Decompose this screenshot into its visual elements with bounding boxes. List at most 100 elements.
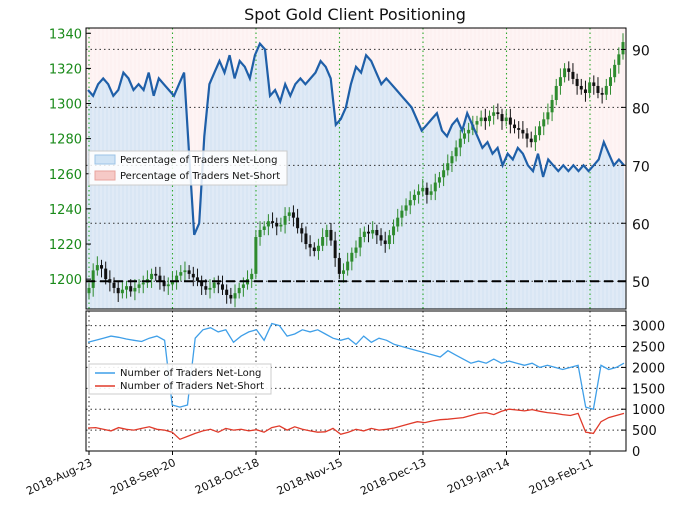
candle-body [262,226,266,230]
candle-body [296,217,300,229]
candle-body [525,133,529,139]
net-long-percent-line [87,41,625,236]
candle-body [350,252,354,262]
candle-body [504,117,508,122]
candle-body [308,244,312,248]
left-tick-label: 1340 [49,27,82,42]
candle-body [304,233,308,245]
right-axis-ticks-lower: 0 500 1000 1500 2000 2500 3000 [621,320,665,460]
legend-upper: Percentage of Traders Net-Long Percentag… [88,150,288,186]
candle-body [108,279,112,283]
candle-body [208,287,212,290]
x-axis-ticks: 2018-Aug-23 2018-Sep-20 2018-Oct-18 2018-No… [24,451,595,498]
candle-body [538,126,542,136]
candle-body [400,210,404,218]
candle-body [513,124,517,129]
candle-body [87,287,91,294]
candle-body [571,71,575,79]
net-long-shading [86,43,626,309]
candle-body [358,236,362,248]
candle-body [600,92,604,95]
candle-body [521,129,525,134]
candle-body [479,117,483,122]
candle-body [191,273,195,278]
candle-body [404,205,408,211]
legend-swatch-net-short [94,170,116,181]
candle-body [608,77,612,86]
candle-body [446,163,450,171]
x-tick-label: 2019-Jan-14 [445,456,512,496]
candle-body [204,286,208,290]
candle-body [187,270,191,274]
left-tick-label: 1220 [49,238,82,253]
candle-body [450,156,454,164]
candle-body [387,235,391,245]
candle-body [316,245,320,252]
right-tick-label-lower: 2000 [632,361,665,376]
candle-body [558,77,562,86]
candle-body [325,229,329,237]
candle-body [312,247,316,252]
candle-body [333,240,337,259]
candle-body [592,82,596,86]
candle-body [95,265,99,271]
candle-body [604,85,608,95]
candle-body [379,235,383,241]
candle-body [275,222,279,227]
candle-body [546,112,550,120]
legend-label-traders-long: Number of Traders Net-Long [120,368,261,379]
upper-panel: 1200 1220 1240 1260 1280 1300 1320 1340 50 60 70 8… [49,27,650,310]
candle-body [596,85,600,93]
candle-body [429,191,433,195]
candle-body [212,282,216,288]
candle-body [417,191,421,195]
candle-body [354,247,358,253]
candle-body [563,68,567,78]
candle-body [383,240,387,245]
x-tick-label: 2018-Aug-23 [24,456,94,498]
right-tick-label: 80 [632,101,650,117]
candle-body [329,229,333,241]
candle-body [579,85,583,90]
legend-label-net-short: Percentage of Traders Net-Short [120,171,280,182]
candle-body [195,277,199,281]
candle-body [367,231,371,234]
candle-body [442,170,446,178]
candle-body [617,54,621,65]
candle-body [433,182,437,192]
right-tick-label-lower: 1000 [632,403,665,418]
candle-body [621,42,625,55]
candle-body [225,289,229,295]
candle-body [120,289,124,294]
candle-body [458,138,462,148]
x-tick-label: 2018-Sep-20 [108,456,178,498]
candle-body [266,221,270,227]
legend-lower: Number of Traders Net-Long Number of Tra… [88,363,272,395]
lower-panel: 0 500 1000 1500 2000 2500 3000 Number of Trade… [85,310,665,460]
left-tick-label: 1260 [49,168,82,183]
candle-body [133,287,137,292]
candle-body [362,231,366,237]
left-tick-label: 1320 [49,62,82,77]
candle-body [241,284,245,288]
right-axis-ticks-upper: 50 60 70 80 90 [621,43,650,291]
right-tick-label: 50 [632,275,650,291]
x-tick-label: 2018-Nov-15 [275,456,345,498]
candle-body [467,129,471,134]
candle-body [300,228,304,234]
right-tick-label-lower: 3000 [632,320,665,335]
candle-body [104,268,108,280]
lower-panel-frame [85,310,627,452]
x-tick-label: 2019-Feb-11 [527,456,595,497]
candle-body [321,236,325,246]
right-tick-label: 90 [632,43,650,59]
candle-body [613,64,617,78]
upper-panel-frame [85,27,627,310]
traders-net-short-line [87,408,625,441]
candle-body [216,282,220,285]
candle-body [341,270,345,274]
candle-body [550,100,554,113]
candle-body [112,282,116,288]
candle-body [542,119,546,127]
candle-body [500,114,504,122]
